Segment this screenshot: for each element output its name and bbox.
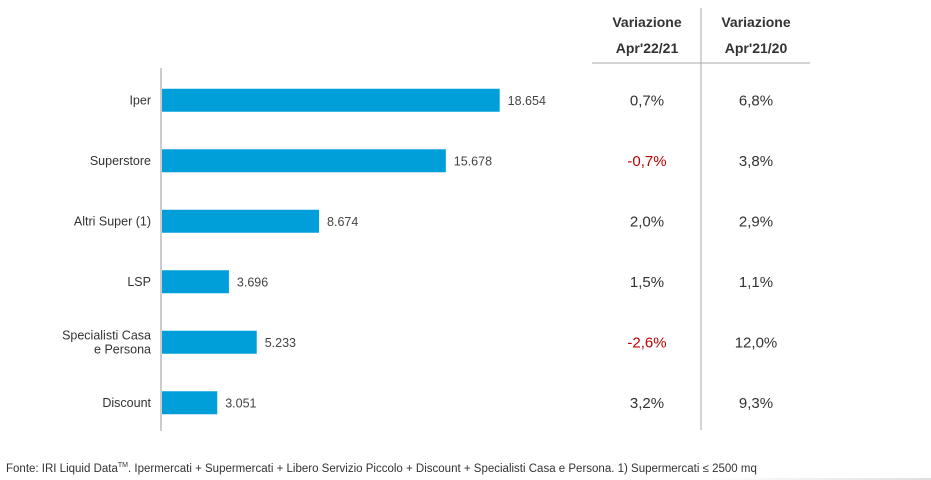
bar [162,270,229,294]
bar [162,209,320,233]
category-label: LSP [127,275,151,289]
column-header-period: Apr'22/21 [616,40,679,56]
category-label: Iper [129,93,151,107]
variation-value: 2,9% [739,213,773,230]
bar [162,88,500,112]
variation-value: 9,3% [739,395,773,412]
value-label: 5.233 [265,336,296,350]
value-label: 3.696 [237,275,268,289]
value-label: 18.654 [508,94,546,108]
variation-table: Variazione Apr'22/21 0,7% -0,7% 2,0% 1,5% -2,6… [592,8,810,430]
variation-value: 1,1% [739,274,773,291]
bar [162,149,446,173]
bar [162,330,257,354]
variation-value: 1,5% [630,274,664,291]
category-label: Specialisti Casa e Persona [62,328,151,356]
category-label: Superstore [90,154,151,168]
footnote-text-end: . Ipermercati + Supermercati + Libero Se… [127,462,757,475]
category-label: Altri Super (1) [74,214,151,228]
variation-value: 0,7% [630,92,664,109]
variation-value: 3,8% [739,153,773,170]
column-header-period: Apr'21/20 [725,40,788,56]
variation-value: -2,6% [627,334,666,351]
variation-value: 6,8% [739,92,773,109]
bar [162,391,218,415]
category-label: Discount [102,396,151,410]
trademark-superscript: TM [117,462,128,469]
value-label: 3.051 [225,396,256,410]
variation-value: 3,2% [630,395,664,412]
column-header-title: Variazione [721,14,790,30]
variation-value: 12,0% [735,334,778,351]
variation-value: -0,7% [627,153,666,170]
value-label: 15.678 [454,154,492,168]
value-label: 8.674 [327,215,358,229]
bottom-divider [0,478,931,480]
column-header-title: Variazione [612,14,681,30]
source-footnote: Fonte: IRI Liquid DataTM. Ipermercati + … [6,462,757,475]
footnote-text-start: Fonte: IRI Liquid Data [6,462,118,475]
variation-value: 2,0% [630,213,664,230]
bars-layer: Iper 18.654 Superstore 15.678 Altri Super (1… [62,68,546,431]
